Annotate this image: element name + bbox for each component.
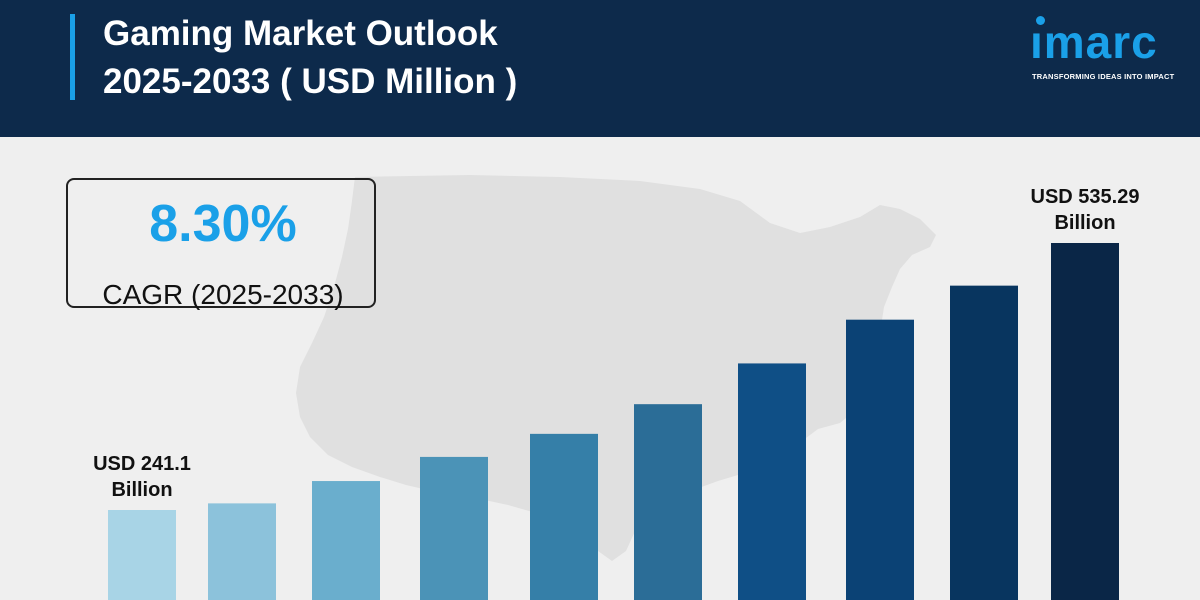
bar-2031	[846, 319, 914, 600]
title-accent-bar	[70, 14, 75, 100]
bar-2032	[950, 285, 1018, 600]
data-label-2033-line2: Billion	[1054, 212, 1115, 234]
imarc-logo: ımarc TRANSFORMING IDEAS INTO IMPACT	[1030, 14, 1190, 84]
title-line-1: Gaming Market Outlook	[103, 14, 498, 53]
bar-2033	[1051, 243, 1119, 600]
logo-wordmark: ımarc	[1030, 16, 1158, 68]
header-banner: Gaming Market Outlook 2025-2033 ( USD Mi…	[0, 0, 1200, 137]
bar-2030	[738, 363, 806, 600]
bar-2026	[312, 481, 380, 600]
data-label-2033-line1: USD 535.29	[1031, 186, 1140, 208]
title-line-2: 2025-2033 ( USD Million )	[103, 62, 518, 101]
page-title: Gaming Market Outlook 2025-2033 ( USD Mi…	[103, 10, 517, 106]
data-label-2024-line1: USD 241.1	[93, 453, 191, 475]
bar-2028	[530, 433, 598, 600]
logo-dot-icon	[1036, 16, 1045, 25]
bar-2027	[420, 456, 488, 600]
cagr-value: 8.30%	[149, 195, 297, 253]
bar-2029	[634, 404, 702, 600]
logo-tagline: TRANSFORMING IDEAS INTO IMPACT	[1032, 72, 1175, 81]
bar-2024	[108, 510, 176, 600]
bar-2025	[208, 503, 276, 600]
cagr-label: CAGR (2025-2033)	[102, 279, 344, 310]
data-label-2024-line2: Billion	[111, 479, 172, 501]
cagr-box: 8.30% CAGR (2025-2033)	[66, 178, 376, 310]
